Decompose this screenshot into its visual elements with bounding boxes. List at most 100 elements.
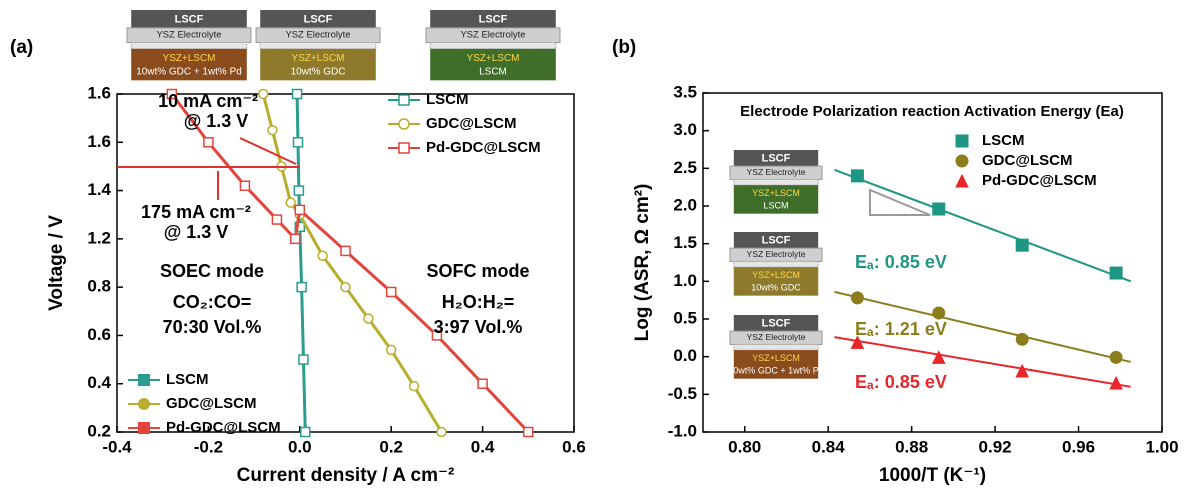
cell-label: YSZ+LSCM: [467, 53, 520, 64]
annotation: SOFC mode: [426, 261, 529, 281]
y-axis-title: Log (ASR, Ω cm²): [632, 184, 653, 342]
y-tick-label: 0.8: [87, 277, 111, 296]
y-tick-label: -0.5: [668, 384, 697, 403]
x-tick-label: 0.4: [471, 437, 495, 456]
marker: [364, 314, 373, 323]
annotation: 70:30 Vol.%: [163, 317, 262, 337]
cell-label: LSCF: [762, 234, 791, 246]
marker: [399, 143, 409, 153]
annotation: @ 1.3 V: [164, 222, 229, 242]
cell-label: 10wt% GDC + 1wt% Pd: [728, 365, 823, 375]
marker: [295, 205, 304, 214]
x-tick-label: 0.6: [562, 437, 586, 456]
y-tick-label: 0.6: [87, 325, 111, 344]
cell-layer: [131, 43, 247, 49]
cell-label: LSCF: [762, 317, 791, 329]
cell-layer: [260, 43, 376, 49]
y-tick-label: 3.5: [673, 82, 697, 101]
x-tick-label: -0.2: [194, 437, 223, 456]
annotation: Eₐ: 0.85 eV: [855, 252, 947, 272]
marker: [1110, 351, 1122, 363]
y-tick-label: 1.6: [87, 132, 111, 151]
annotation: 175 mA cm⁻²: [141, 202, 251, 222]
figure: -0.4-0.20.00.20.40.61.61.61.41.20.80.60.…: [0, 0, 1193, 504]
marker: [291, 234, 300, 243]
marker: [851, 292, 863, 304]
cell-label: 10wt% GDC + 1wt% Pd: [136, 67, 242, 78]
marker: [1110, 267, 1122, 279]
marker: [139, 423, 150, 434]
x-axis-title: Current density / A cm⁻²: [237, 465, 455, 486]
marker: [933, 203, 945, 215]
cell-label: YSZ Electrolyte: [747, 249, 806, 259]
cell-label: YSZ+LSCM: [292, 53, 345, 64]
x-tick-label: 0.88: [895, 437, 928, 456]
marker: [387, 287, 396, 296]
x-tick-label: 1.00: [1145, 437, 1178, 456]
panel-label: (b): [612, 37, 636, 58]
cell-label: YSZ+LSCM: [752, 270, 800, 280]
cell-label: LSCF: [762, 152, 791, 164]
chart-title: Electrode Polarization reaction Activati…: [740, 103, 1124, 120]
cell-label: YSZ+LSCM: [163, 53, 216, 64]
y-tick-label: 3.0: [673, 120, 697, 139]
marker: [139, 375, 150, 386]
legend-label: LSCM: [426, 91, 469, 108]
x-tick-label: 0.92: [979, 437, 1012, 456]
cell-label: YSZ Electrolyte: [747, 332, 806, 342]
cell-label: YSZ+LSCM: [752, 353, 800, 363]
annotation: @ 1.3 V: [184, 111, 249, 131]
legend-label: GDC@LSCM: [426, 115, 516, 132]
y-axis-title: Voltage / V: [46, 215, 67, 311]
annotation: SOEC mode: [160, 261, 264, 281]
y-tick-label: 1.2: [87, 228, 111, 247]
y-tick-label: 0.4: [87, 373, 111, 392]
cell-layer: [734, 179, 818, 185]
marker: [399, 119, 409, 129]
legend-label: LSCM: [166, 371, 209, 388]
x-tick-label: 0.0: [288, 437, 312, 456]
y-tick-label: 0.5: [673, 308, 697, 327]
marker: [341, 246, 350, 255]
marker: [1016, 333, 1028, 345]
cell-layer: [430, 43, 556, 49]
cell-label: LSCM: [763, 200, 788, 210]
cell-label: YSZ Electrolyte: [747, 167, 806, 177]
y-tick-label: 1.5: [673, 233, 697, 252]
x-axis-title: 1000/T (K⁻¹): [879, 465, 986, 486]
legend-label: Pd-GDC@LSCM: [426, 139, 541, 156]
x-tick-label: 0.84: [812, 437, 846, 456]
cell-label: LSCF: [479, 13, 508, 25]
marker: [956, 175, 968, 187]
marker: [297, 283, 306, 292]
y-tick-label: 0.2: [87, 421, 111, 440]
y-tick-label: 2.5: [673, 158, 697, 177]
marker: [437, 428, 446, 437]
marker: [399, 95, 409, 105]
y-tick-label: 1.6: [87, 83, 111, 102]
marker: [293, 138, 302, 147]
marker: [301, 428, 310, 437]
annotation: 10 mA cm⁻²: [158, 91, 258, 111]
cell-label: 10wt% GDC: [291, 67, 346, 78]
y-tick-label: -1.0: [668, 421, 697, 440]
legend-label: GDC@LSCM: [166, 395, 256, 412]
marker: [240, 181, 249, 190]
annotation: 3:97 Vol.%: [434, 317, 523, 337]
annotation: H₂O:H₂=: [442, 292, 515, 312]
marker: [293, 90, 302, 99]
x-tick-label: 0.80: [728, 437, 761, 456]
marker: [851, 170, 863, 182]
cell-label: YSZ+LSCM: [752, 188, 800, 198]
marker: [956, 135, 968, 147]
marker: [318, 251, 327, 260]
marker: [268, 126, 277, 135]
marker: [272, 215, 281, 224]
marker: [294, 186, 303, 195]
marker: [478, 379, 487, 388]
marker: [1016, 365, 1028, 377]
cell-label: 10wt% GDC: [751, 282, 801, 292]
y-tick-label: 1.4: [87, 180, 111, 199]
cell-label: LSCF: [175, 13, 204, 25]
cell-label: LSCF: [304, 13, 333, 25]
